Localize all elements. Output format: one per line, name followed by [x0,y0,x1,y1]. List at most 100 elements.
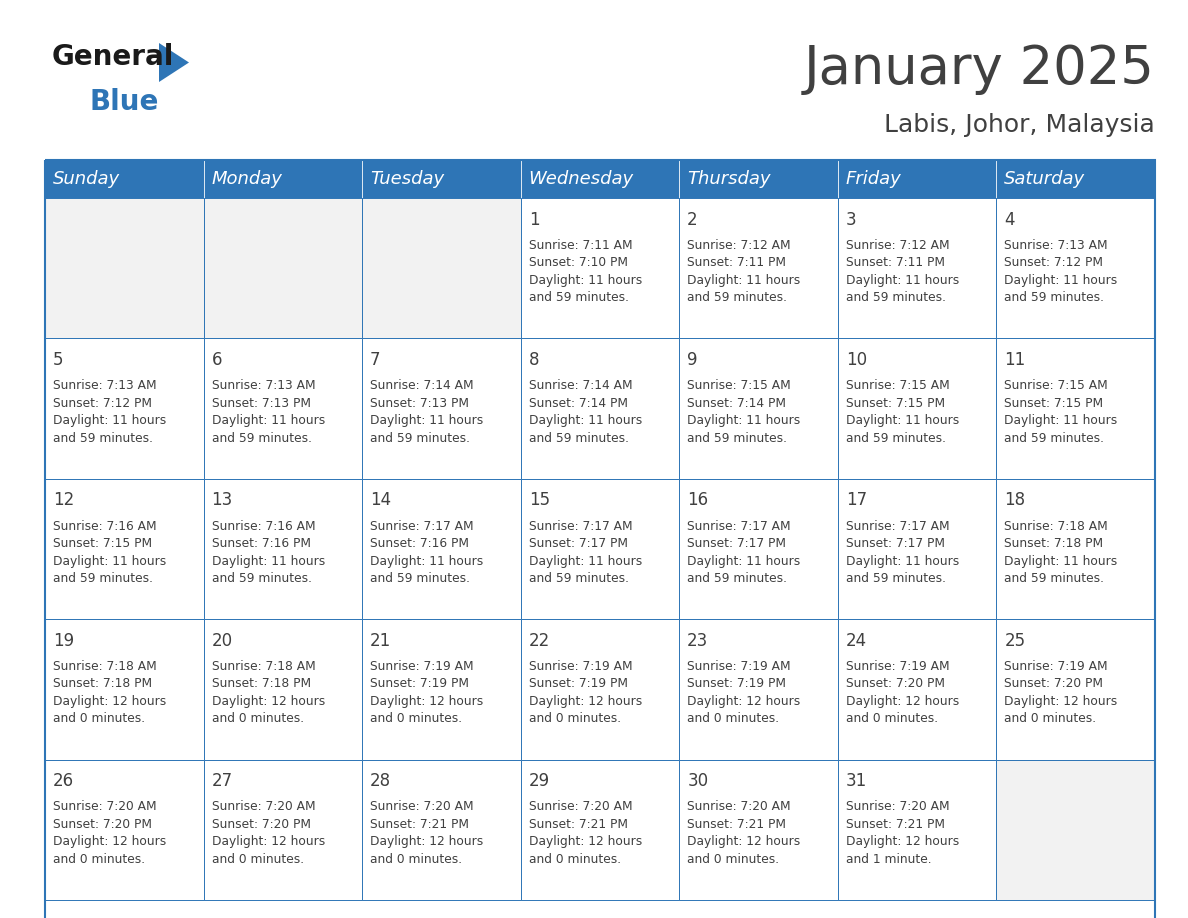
Text: Sunrise: 7:18 AM
Sunset: 7:18 PM
Daylight: 11 hours
and 59 minutes.: Sunrise: 7:18 AM Sunset: 7:18 PM Dayligh… [1004,520,1118,585]
Text: Sunrise: 7:13 AM
Sunset: 7:13 PM
Daylight: 11 hours
and 59 minutes.: Sunrise: 7:13 AM Sunset: 7:13 PM Dayligh… [211,379,324,444]
Text: 29: 29 [529,772,550,790]
Bar [362,620,520,759]
Text: Sunrise: 7:17 AM
Sunset: 7:17 PM
Daylight: 11 hours
and 59 minutes.: Sunrise: 7:17 AM Sunset: 7:17 PM Dayligh… [687,520,801,585]
Bar [997,198,1155,339]
Text: Saturday: Saturday [1004,170,1086,188]
Bar [45,759,203,900]
Text: Sunrise: 7:15 AM
Sunset: 7:15 PM
Daylight: 11 hours
and 59 minutes.: Sunrise: 7:15 AM Sunset: 7:15 PM Dayligh… [1004,379,1118,444]
Text: 14: 14 [371,491,391,509]
Bar [680,198,838,339]
Text: January 2025: January 2025 [804,43,1155,95]
Bar [203,759,362,900]
Text: 20: 20 [211,632,233,650]
Bar [680,479,838,620]
Bar [520,479,680,620]
Text: Sunrise: 7:19 AM
Sunset: 7:20 PM
Daylight: 12 hours
and 0 minutes.: Sunrise: 7:19 AM Sunset: 7:20 PM Dayligh… [1004,660,1118,725]
Text: Sunrise: 7:19 AM
Sunset: 7:20 PM
Daylight: 12 hours
and 0 minutes.: Sunrise: 7:19 AM Sunset: 7:20 PM Dayligh… [846,660,959,725]
Text: Sunrise: 7:20 AM
Sunset: 7:21 PM
Daylight: 12 hours
and 0 minutes.: Sunrise: 7:20 AM Sunset: 7:21 PM Dayligh… [371,800,484,866]
Text: Sunrise: 7:19 AM
Sunset: 7:19 PM
Daylight: 12 hours
and 0 minutes.: Sunrise: 7:19 AM Sunset: 7:19 PM Dayligh… [687,660,801,725]
Text: Sunrise: 7:20 AM
Sunset: 7:20 PM
Daylight: 12 hours
and 0 minutes.: Sunrise: 7:20 AM Sunset: 7:20 PM Dayligh… [211,800,324,866]
Bar [203,479,362,620]
Bar [362,160,520,198]
Text: Wednesday: Wednesday [529,170,633,188]
Bar [362,339,520,479]
Bar [838,339,997,479]
Text: Sunrise: 7:13 AM
Sunset: 7:12 PM
Daylight: 11 hours
and 59 minutes.: Sunrise: 7:13 AM Sunset: 7:12 PM Dayligh… [53,379,166,444]
Text: Sunrise: 7:20 AM
Sunset: 7:21 PM
Daylight: 12 hours
and 0 minutes.: Sunrise: 7:20 AM Sunset: 7:21 PM Dayligh… [687,800,801,866]
Bar [997,160,1155,198]
Bar [680,160,838,198]
Text: 5: 5 [53,351,63,369]
Text: 19: 19 [53,632,74,650]
Text: 22: 22 [529,632,550,650]
Text: Sunrise: 7:17 AM
Sunset: 7:17 PM
Daylight: 11 hours
and 59 minutes.: Sunrise: 7:17 AM Sunset: 7:17 PM Dayligh… [529,520,642,585]
Bar [45,160,1155,918]
Bar [997,759,1155,900]
Text: Sunrise: 7:20 AM
Sunset: 7:20 PM
Daylight: 12 hours
and 0 minutes.: Sunrise: 7:20 AM Sunset: 7:20 PM Dayligh… [53,800,166,866]
Bar [520,198,680,339]
Text: Sunrise: 7:14 AM
Sunset: 7:14 PM
Daylight: 11 hours
and 59 minutes.: Sunrise: 7:14 AM Sunset: 7:14 PM Dayligh… [529,379,642,444]
Text: 27: 27 [211,772,233,790]
Text: 4: 4 [1004,210,1015,229]
Text: Sunrise: 7:17 AM
Sunset: 7:17 PM
Daylight: 11 hours
and 59 minutes.: Sunrise: 7:17 AM Sunset: 7:17 PM Dayligh… [846,520,959,585]
Text: Thursday: Thursday [687,170,771,188]
Text: Sunrise: 7:14 AM
Sunset: 7:13 PM
Daylight: 11 hours
and 59 minutes.: Sunrise: 7:14 AM Sunset: 7:13 PM Dayligh… [371,379,484,444]
Bar [203,198,362,339]
Text: 13: 13 [211,491,233,509]
Text: Monday: Monday [211,170,283,188]
Bar [45,479,203,620]
Text: Sunrise: 7:13 AM
Sunset: 7:12 PM
Daylight: 11 hours
and 59 minutes.: Sunrise: 7:13 AM Sunset: 7:12 PM Dayligh… [1004,239,1118,304]
Bar [838,198,997,339]
Text: 6: 6 [211,351,222,369]
Text: Sunrise: 7:20 AM
Sunset: 7:21 PM
Daylight: 12 hours
and 0 minutes.: Sunrise: 7:20 AM Sunset: 7:21 PM Dayligh… [529,800,642,866]
Bar [680,620,838,759]
Text: Sunrise: 7:16 AM
Sunset: 7:15 PM
Daylight: 11 hours
and 59 minutes.: Sunrise: 7:16 AM Sunset: 7:15 PM Dayligh… [53,520,166,585]
Text: 31: 31 [846,772,867,790]
Text: Sunrise: 7:12 AM
Sunset: 7:11 PM
Daylight: 11 hours
and 59 minutes.: Sunrise: 7:12 AM Sunset: 7:11 PM Dayligh… [846,239,959,304]
Bar [520,759,680,900]
Text: Sunrise: 7:18 AM
Sunset: 7:18 PM
Daylight: 12 hours
and 0 minutes.: Sunrise: 7:18 AM Sunset: 7:18 PM Dayligh… [53,660,166,725]
Text: 23: 23 [687,632,708,650]
Bar [203,620,362,759]
Text: General: General [52,43,175,71]
Bar [45,198,203,339]
Text: Sunrise: 7:19 AM
Sunset: 7:19 PM
Daylight: 12 hours
and 0 minutes.: Sunrise: 7:19 AM Sunset: 7:19 PM Dayligh… [371,660,484,725]
Bar [45,339,203,479]
Bar [838,620,997,759]
Text: Blue: Blue [90,88,159,116]
Text: 24: 24 [846,632,867,650]
Text: 18: 18 [1004,491,1025,509]
Text: 25: 25 [1004,632,1025,650]
Text: 28: 28 [371,772,391,790]
Bar [362,759,520,900]
Text: Sunday: Sunday [53,170,120,188]
Bar [680,759,838,900]
Bar [362,479,520,620]
Text: 10: 10 [846,351,867,369]
Text: 12: 12 [53,491,74,509]
Text: 8: 8 [529,351,539,369]
Bar [680,339,838,479]
Bar [997,620,1155,759]
Text: Labis, Johor, Malaysia: Labis, Johor, Malaysia [884,113,1155,137]
Text: 3: 3 [846,210,857,229]
Text: Tuesday: Tuesday [371,170,444,188]
Text: 15: 15 [529,491,550,509]
Bar [997,339,1155,479]
Bar [520,339,680,479]
Text: Sunrise: 7:11 AM
Sunset: 7:10 PM
Daylight: 11 hours
and 59 minutes.: Sunrise: 7:11 AM Sunset: 7:10 PM Dayligh… [529,239,642,304]
Bar [203,160,362,198]
Bar [838,759,997,900]
Text: Sunrise: 7:12 AM
Sunset: 7:11 PM
Daylight: 11 hours
and 59 minutes.: Sunrise: 7:12 AM Sunset: 7:11 PM Dayligh… [687,239,801,304]
Bar [838,160,997,198]
Text: Sunrise: 7:15 AM
Sunset: 7:15 PM
Daylight: 11 hours
and 59 minutes.: Sunrise: 7:15 AM Sunset: 7:15 PM Dayligh… [846,379,959,444]
Bar [45,160,203,198]
Text: 16: 16 [687,491,708,509]
Bar [520,620,680,759]
Text: Sunrise: 7:15 AM
Sunset: 7:14 PM
Daylight: 11 hours
and 59 minutes.: Sunrise: 7:15 AM Sunset: 7:14 PM Dayligh… [687,379,801,444]
Text: Sunrise: 7:20 AM
Sunset: 7:21 PM
Daylight: 12 hours
and 1 minute.: Sunrise: 7:20 AM Sunset: 7:21 PM Dayligh… [846,800,959,866]
Text: 1: 1 [529,210,539,229]
Bar [838,479,997,620]
Text: Sunrise: 7:17 AM
Sunset: 7:16 PM
Daylight: 11 hours
and 59 minutes.: Sunrise: 7:17 AM Sunset: 7:16 PM Dayligh… [371,520,484,585]
Text: 17: 17 [846,491,867,509]
